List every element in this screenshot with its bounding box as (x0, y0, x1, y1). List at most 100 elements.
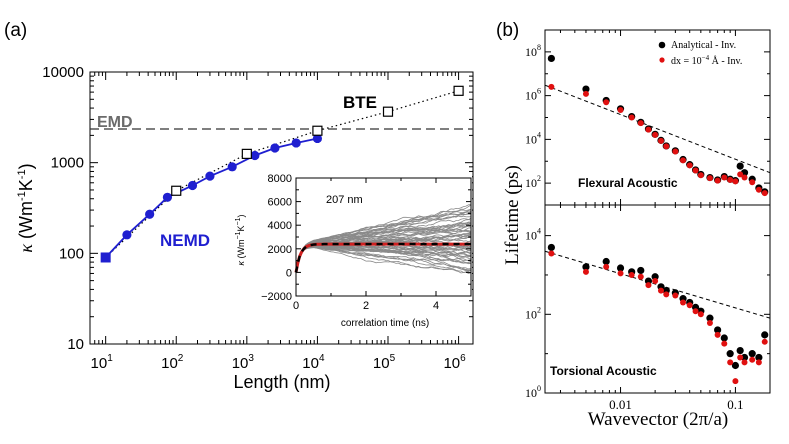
inset-x-tick-label: 2 (363, 300, 369, 312)
main-y-tick-label: 10 (67, 336, 84, 353)
torsional-plot-frame (544, 204, 771, 394)
dx-point (727, 176, 734, 183)
analytical-point (706, 314, 714, 322)
main-plot-frame (89, 71, 474, 345)
dx-point (637, 120, 644, 127)
nemd-point (270, 143, 280, 153)
inset-y-tick-label: 2000 (268, 244, 292, 256)
dx-point (692, 167, 699, 174)
main-x-tick-label: 105 (373, 353, 396, 372)
dx-point (737, 354, 744, 361)
nemd-point (187, 180, 198, 191)
main-x-axis-label: Length (nm) (233, 372, 330, 392)
main-x-tick-label: 103 (232, 353, 255, 372)
dx-point (657, 137, 664, 144)
inset-trajectory (295, 217, 472, 273)
b-y-tick-label: 104 (525, 130, 541, 146)
dx-point (672, 148, 679, 155)
dx-point (761, 338, 768, 345)
main-x-tick-label: 104 (302, 353, 325, 372)
dx-point (680, 157, 687, 164)
inset-trajectory (295, 246, 472, 273)
analytical-point (547, 54, 555, 63)
nemd-point (162, 192, 173, 202)
main-x-tick-label: 102 (161, 353, 184, 372)
inset-y-tick-label: 6000 (268, 197, 292, 209)
main-x-tick-label: 101 (91, 353, 114, 372)
nemd-point (312, 133, 323, 144)
dx-point (603, 263, 610, 270)
inset-trajectory (295, 225, 472, 273)
analytical-point (736, 162, 744, 170)
main-x-tick-label: 106 (443, 353, 466, 372)
dx-point (732, 178, 739, 185)
dx-point (663, 291, 670, 298)
dx-point (645, 282, 652, 289)
dx-point (657, 287, 664, 294)
main-plot: 101 102 103 104 105 106 10 100 1000 10000 EMD BT… (16, 64, 474, 392)
analytical-point (731, 361, 740, 370)
dx-point (732, 378, 739, 385)
lifetime-y-axis-label: Lifetime (ps) (502, 165, 523, 265)
analytical-point (720, 334, 728, 342)
b-y-tick-label: 102 (525, 174, 541, 190)
b-y-tick-label: 104 (525, 227, 541, 243)
dx-point (686, 302, 693, 309)
nemd-point (205, 171, 215, 181)
torsional-fit-line (544, 250, 771, 319)
analytical-point (748, 350, 756, 358)
torsional-plot: 100 102 104 0.01 0.1 Torsional Acoustic Wav… (525, 204, 771, 430)
dx-point (749, 356, 756, 363)
analytical-point (582, 263, 590, 271)
analytical-point (740, 353, 749, 362)
dx-point (741, 359, 748, 366)
nemd-point (145, 209, 155, 219)
b-y-tick-label: 108 (525, 43, 541, 59)
dx-point (714, 331, 721, 338)
bte-point (171, 185, 182, 196)
inset-y-tick-label: 8000 (268, 173, 292, 185)
dx-point (548, 83, 555, 90)
dx-point (737, 171, 744, 178)
dx-point (697, 172, 704, 179)
b-y-tick-label: 100 (525, 384, 541, 400)
panel-b-label: (b) (496, 20, 519, 41)
bte-point (382, 106, 394, 117)
inset-y-tick-label: 4000 (268, 220, 292, 232)
dx-point (637, 273, 644, 280)
torsional-title: Torsional Acoustic (550, 364, 657, 378)
bte-point (453, 85, 464, 96)
b-x-tick-label: 0.1 (727, 397, 743, 412)
dx-point (645, 126, 652, 133)
inset-y-axis-label: κ (Wm−1K−1) (235, 215, 246, 266)
b-x-axis-label: Wavevector (2π/a) (588, 409, 728, 430)
dx-point (652, 131, 659, 138)
dx-point (603, 99, 610, 106)
inset-x-tick-label: 4 (433, 300, 439, 312)
inset-y-tick-label: 0 (286, 267, 292, 279)
analytical-point (582, 85, 590, 93)
panel-a-label: (a) (4, 20, 27, 41)
bte-label: BTE (343, 93, 377, 112)
emd-label: EMD (97, 114, 133, 131)
dx-point (680, 299, 687, 306)
b-y-tick-label: 106 (525, 87, 541, 103)
dx-point (721, 340, 728, 347)
dx-point (582, 90, 589, 97)
dx-point (548, 250, 555, 257)
dx-point (706, 175, 713, 182)
dx-point (652, 278, 659, 285)
legend-marker-analytical (658, 41, 666, 49)
flexural-fit-line (544, 84, 771, 174)
dx-point (628, 271, 635, 278)
bte-point (312, 125, 323, 136)
dx-point (672, 292, 679, 299)
nemd-point (250, 150, 260, 161)
inset-trajectory (295, 246, 472, 273)
nemd-point (122, 230, 132, 240)
dx-point (755, 186, 762, 193)
main-y-tick-label: 10000 (42, 64, 84, 81)
legend-label-analytical: Analytical - Inv. (671, 40, 736, 51)
inset-trajectory (295, 228, 472, 273)
